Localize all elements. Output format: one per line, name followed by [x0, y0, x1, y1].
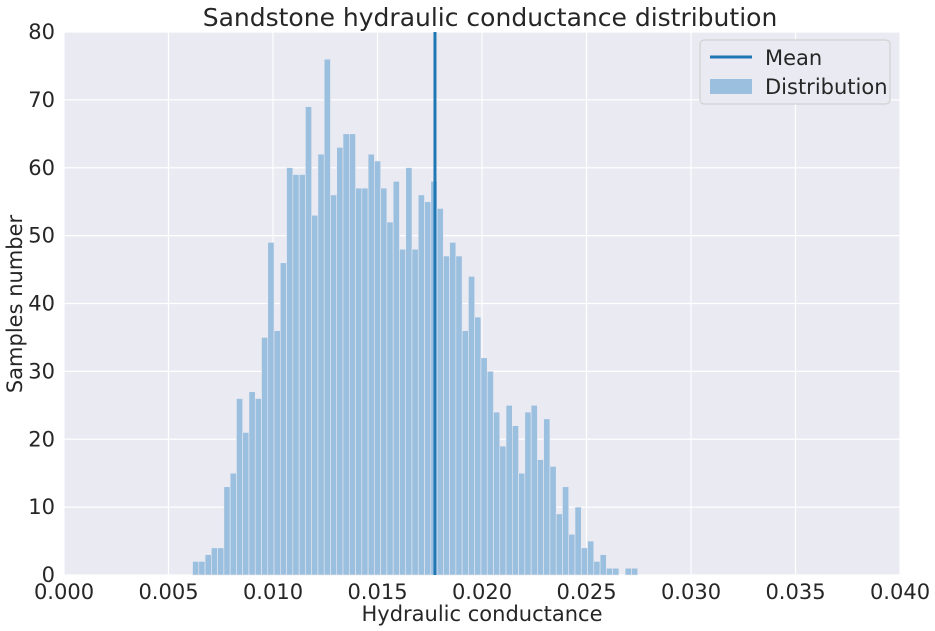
histogram-bar [518, 472, 526, 576]
histogram-bar [543, 418, 551, 576]
histogram-bar [599, 554, 607, 576]
legend-mean-label: Mean [765, 46, 822, 70]
x-tick-label: 0.005 [138, 580, 198, 604]
histogram-bar [493, 411, 501, 576]
histogram-bar [355, 187, 363, 576]
histogram-bars [192, 58, 639, 576]
histogram-bar [417, 194, 425, 576]
y-tick-label: 50 [28, 224, 55, 248]
histogram-bar [217, 547, 225, 576]
histogram-bar [443, 255, 450, 576]
histogram-bar [587, 540, 595, 576]
y-tick-label: 20 [28, 427, 55, 451]
chart-title: Sandstone hydraulic conductance distribu… [203, 3, 778, 32]
histogram-bar [292, 174, 300, 576]
histogram-bar [273, 330, 281, 576]
histogram-bar [574, 506, 582, 576]
y-tick-label: 70 [28, 88, 55, 112]
x-tick-label: 0.015 [347, 580, 407, 604]
histogram-bar [624, 567, 632, 576]
y-tick-labels: 0 10 20 30 40 50 60 70 80 [28, 20, 55, 587]
histogram-bar [606, 567, 613, 576]
x-tick-label: 0.025 [556, 580, 616, 604]
histogram-bar [461, 330, 469, 576]
histogram-bar [367, 153, 375, 576]
histogram-bar [612, 567, 620, 576]
histogram-bar [330, 194, 338, 576]
histogram-bar [305, 106, 312, 576]
histogram-bar [468, 276, 475, 576]
histogram-bar [298, 174, 306, 576]
x-tick-label: 0.035 [765, 580, 825, 604]
histogram-bar [562, 486, 570, 576]
histogram-bar [480, 357, 488, 576]
histogram-bar [236, 398, 243, 576]
histogram-bar [254, 398, 262, 576]
histogram-bar [455, 255, 463, 576]
x-tick-label: 0.000 [34, 580, 94, 604]
x-tick-labels: 0.000 0.005 0.010 0.015 0.020 0.025 0.030 0.035… [34, 580, 930, 604]
y-tick-label: 80 [28, 20, 55, 44]
y-tick-label: 0 [42, 563, 55, 587]
histogram-bar [280, 262, 287, 576]
histogram-bar [524, 411, 532, 576]
histogram-bar [537, 459, 544, 576]
histogram-bar [593, 561, 601, 576]
histogram-bar [392, 181, 400, 576]
y-tick-label: 10 [28, 495, 55, 519]
histogram-bar [505, 405, 513, 576]
histogram-bar [317, 153, 325, 576]
histogram-bar [405, 167, 413, 576]
histogram-bar [380, 187, 388, 576]
x-tick-label: 0.020 [452, 580, 512, 604]
histogram-bar [361, 187, 369, 576]
histogram-bar [204, 554, 212, 576]
histogram-bar [223, 486, 231, 576]
y-tick-label: 40 [28, 292, 55, 316]
y-axis-label: Samples number [3, 214, 27, 393]
histogram-bar [399, 248, 407, 576]
histogram-bar [342, 133, 350, 576]
histogram-bar [411, 248, 419, 576]
x-tick-label: 0.010 [243, 580, 303, 604]
y-tick-label: 30 [28, 359, 55, 383]
histogram-bar [580, 547, 588, 576]
legend-distribution-label: Distribution [765, 75, 888, 99]
histogram-bar [555, 513, 563, 576]
histogram-bar [336, 147, 344, 576]
histogram-bar [211, 547, 218, 576]
x-axis-label: Hydraulic conductance [361, 602, 602, 626]
legend: Mean Distribution [699, 39, 891, 105]
histogram-bar [286, 167, 294, 576]
histogram-bar [248, 391, 256, 576]
histogram-bar [311, 214, 319, 576]
histogram-bar [486, 371, 494, 576]
histogram-bar [512, 425, 519, 576]
histogram-bar [348, 133, 356, 576]
histogram-bar [242, 432, 250, 576]
histogram-bar [499, 445, 507, 576]
histogram-bar [568, 533, 576, 576]
y-tick-label: 60 [28, 156, 55, 180]
legend-distribution-swatch [710, 79, 752, 94]
histogram-bar [261, 337, 269, 576]
histogram-bar [192, 561, 200, 576]
histogram-bar [374, 160, 381, 576]
histogram-bar [449, 242, 457, 576]
histogram-bar [631, 567, 639, 576]
histogram-bar [323, 58, 331, 576]
histogram-bar [424, 201, 432, 576]
histogram-bar [474, 316, 482, 576]
histogram-bar [198, 561, 206, 576]
histogram-bar [267, 242, 275, 576]
x-tick-label: 0.030 [661, 580, 721, 604]
histogram-bar [229, 472, 237, 576]
histogram-bar [549, 466, 557, 576]
histogram-bar [530, 405, 538, 576]
x-tick-label: 0.040 [870, 580, 930, 604]
histogram-bar [386, 221, 394, 576]
histogram-bar [436, 208, 444, 576]
